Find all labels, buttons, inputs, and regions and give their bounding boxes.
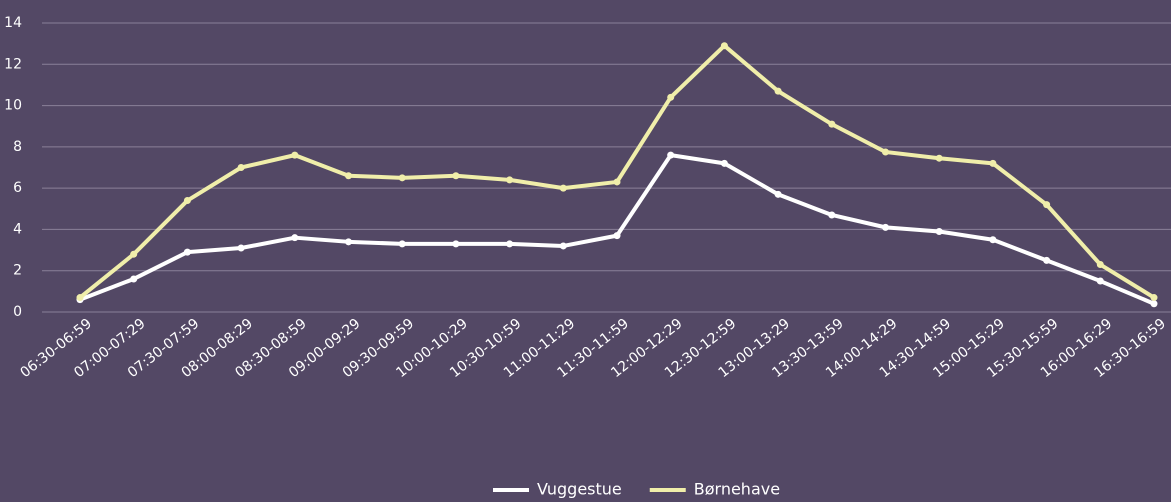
point [452,240,460,248]
point [506,240,514,248]
point [774,190,782,198]
point [1150,300,1158,308]
point [667,93,675,101]
legend-label: Børnehave [694,480,780,499]
point [559,242,567,250]
point [76,294,84,302]
series-line [78,43,1156,300]
point [613,178,621,186]
y-tick-label: 2 [13,263,22,279]
point [989,236,997,244]
point [720,42,728,50]
point [291,234,299,242]
y-tick-label: 12 [4,56,22,72]
point [667,151,675,159]
point [720,159,728,167]
point [506,176,514,184]
y-tick-label: 0 [13,304,22,320]
point [237,164,245,171]
point [828,211,836,219]
y-tick-label: 6 [13,180,22,196]
point [882,223,889,231]
point [398,240,406,248]
point [183,197,191,205]
point [774,87,782,95]
y-tick-label: 14 [4,15,22,31]
point [345,238,352,246]
point [935,154,943,162]
y-tick-label: 8 [13,139,22,155]
point [183,248,191,256]
point [291,151,299,159]
point [345,172,352,180]
point [237,244,245,252]
point [559,184,567,192]
point [989,159,997,167]
point [613,232,621,240]
point [1043,256,1051,264]
y-tick-label: 4 [13,221,22,237]
point [935,227,943,235]
point [130,275,138,283]
point [1096,277,1104,285]
point [828,120,836,128]
point [1096,261,1104,269]
point [452,172,460,180]
point [882,148,889,156]
point [398,174,406,182]
point [1150,294,1158,302]
point [130,250,138,258]
y-tick-label: 10 [4,98,22,114]
legend-label: Vuggestue [537,480,622,499]
point [1043,201,1051,209]
